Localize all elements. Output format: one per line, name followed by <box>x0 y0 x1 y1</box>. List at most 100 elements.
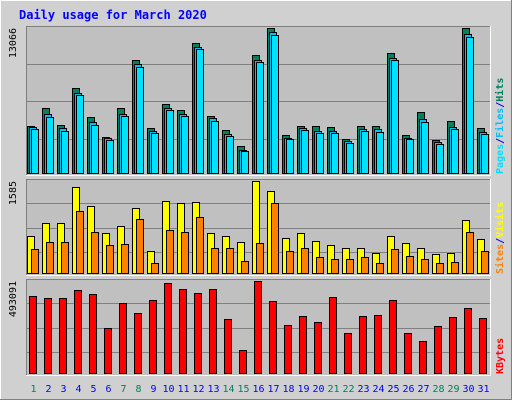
bar-pages-day-30 <box>466 37 474 174</box>
panel-kbytes: 493091 KBytes <box>8 279 506 376</box>
bar-sites-day-12 <box>196 217 204 274</box>
bar-pages-day-27 <box>421 122 429 174</box>
bar-sites-day-17 <box>271 203 279 274</box>
bar-kbytes-day-18 <box>284 325 292 374</box>
bar-kbytes-day-23 <box>359 316 367 374</box>
bar-kbytes-day-5 <box>89 294 97 374</box>
bar-pages-day-5 <box>91 125 99 174</box>
bar-pages-day-14 <box>226 136 234 174</box>
x-tick-label-day-11: 11 <box>177 384 189 395</box>
bar-kbytes-day-14 <box>224 319 232 374</box>
bar-kbytes-day-4 <box>74 290 82 374</box>
bar-sites-day-23 <box>361 257 369 274</box>
bar-sites-day-22 <box>346 259 354 274</box>
x-tick-label-day-3: 3 <box>60 384 66 395</box>
bar-sites-day-28 <box>436 263 444 274</box>
x-axis-labels: 1 2 3 4 5 6 7 8 9 10 11 12 13 14 15 16 17 18 19 20 21 22 23 24 2… <box>30 384 489 395</box>
x-tick-label-day-2: 2 <box>45 384 51 395</box>
bar-kbytes-day-7 <box>119 303 127 374</box>
legend-hits: Pages/Files/Hits <box>494 78 506 174</box>
x-tick-label-day-14: 14 <box>222 384 234 395</box>
bar-pages-day-1 <box>31 129 39 174</box>
x-tick-label-day-12: 12 <box>192 384 204 395</box>
bar-pages-day-19 <box>301 130 309 174</box>
bar-sites-day-11 <box>181 232 189 274</box>
x-tick-label-day-10: 10 <box>162 384 174 395</box>
bar-pages-day-31 <box>481 134 489 174</box>
x-tick-label-day-27: 27 <box>417 384 429 395</box>
bar-pages-day-8 <box>136 67 144 174</box>
bar-sites-day-10 <box>166 230 174 274</box>
y-max-label-hits: 13066 <box>8 28 19 58</box>
x-tick-label-day-23: 23 <box>357 384 369 395</box>
legend-entry: Visits <box>494 202 506 238</box>
legend-entry: Hits <box>494 78 506 102</box>
bar-kbytes-day-19 <box>299 316 307 374</box>
bar-pages-day-21 <box>331 133 339 174</box>
bar-sites-day-26 <box>406 256 414 274</box>
bar-sites-day-18 <box>286 251 294 274</box>
bar-kbytes-day-2 <box>44 298 52 374</box>
legend-kbytes: KBytes <box>495 338 506 374</box>
bar-pages-day-16 <box>256 62 264 174</box>
x-tick-label-day-4: 4 <box>75 384 81 395</box>
bar-kbytes-day-8 <box>134 313 142 374</box>
bar-kbytes-day-17 <box>269 301 277 374</box>
bar-sites-day-4 <box>76 211 84 274</box>
bar-pages-day-3 <box>61 131 69 174</box>
chart-title: Daily usage for March 2020 <box>19 8 207 22</box>
legend-entry: / <box>495 102 506 108</box>
x-tick-label-day-6: 6 <box>105 384 111 395</box>
legend-visits: Sites/Visits <box>494 202 506 274</box>
bar-kbytes-day-6 <box>104 328 112 374</box>
x-tick-label-day-28: 28 <box>432 384 444 395</box>
bar-kbytes-day-13 <box>209 289 217 374</box>
bar-kbytes-day-27 <box>419 341 427 374</box>
bar-kbytes-day-29 <box>449 317 457 374</box>
legend-entry: Pages <box>495 144 506 174</box>
bar-pages-day-12 <box>196 49 204 174</box>
bar-sites-day-9 <box>151 263 159 274</box>
x-tick-label-day-25: 25 <box>387 384 399 395</box>
bar-kbytes-day-9 <box>149 300 157 374</box>
bar-pages-day-9 <box>151 133 159 174</box>
bar-pages-day-22 <box>346 143 354 174</box>
bar-pages-day-13 <box>211 121 219 174</box>
panel-visits: 1585 Sites/Visits <box>8 179 506 276</box>
bar-pages-day-2 <box>46 117 54 174</box>
bar-sites-day-31 <box>481 251 489 274</box>
bar-sites-day-8 <box>136 219 144 274</box>
bar-kbytes-day-15 <box>239 350 247 374</box>
bar-sites-day-27 <box>421 259 429 274</box>
bar-sites-day-7 <box>121 244 129 274</box>
x-tick-label-day-17: 17 <box>267 384 279 395</box>
bar-pages-day-26 <box>406 139 414 174</box>
x-tick-label-day-30: 30 <box>462 384 474 395</box>
bar-pages-day-20 <box>316 133 324 174</box>
x-tick-label-day-9: 9 <box>150 384 156 395</box>
bar-pages-day-7 <box>121 116 129 174</box>
bar-sites-day-2 <box>46 242 54 274</box>
x-tick-label-day-29: 29 <box>447 384 459 395</box>
bar-sites-day-6 <box>106 245 114 274</box>
x-tick-label-day-5: 5 <box>90 384 96 395</box>
y-max-label-kbytes: 493091 <box>8 281 19 317</box>
bar-sites-day-19 <box>301 248 309 274</box>
bar-kbytes-day-21 <box>329 297 337 374</box>
x-tick-label-day-15: 15 <box>237 384 249 395</box>
x-tick-label-day-18: 18 <box>282 384 294 395</box>
bar-kbytes-day-16 <box>254 281 262 374</box>
bar-pages-day-25 <box>391 60 399 174</box>
bar-kbytes-day-31 <box>479 318 487 374</box>
bar-pages-day-28 <box>436 144 444 174</box>
bar-pages-day-11 <box>181 116 189 174</box>
bar-kbytes-day-3 <box>59 298 67 374</box>
bar-sites-day-21 <box>331 259 339 274</box>
bar-sites-day-13 <box>211 248 219 274</box>
legend-entry: / <box>495 238 506 244</box>
bar-kbytes-day-28 <box>434 326 442 374</box>
x-tick-label-day-21: 21 <box>327 384 339 395</box>
